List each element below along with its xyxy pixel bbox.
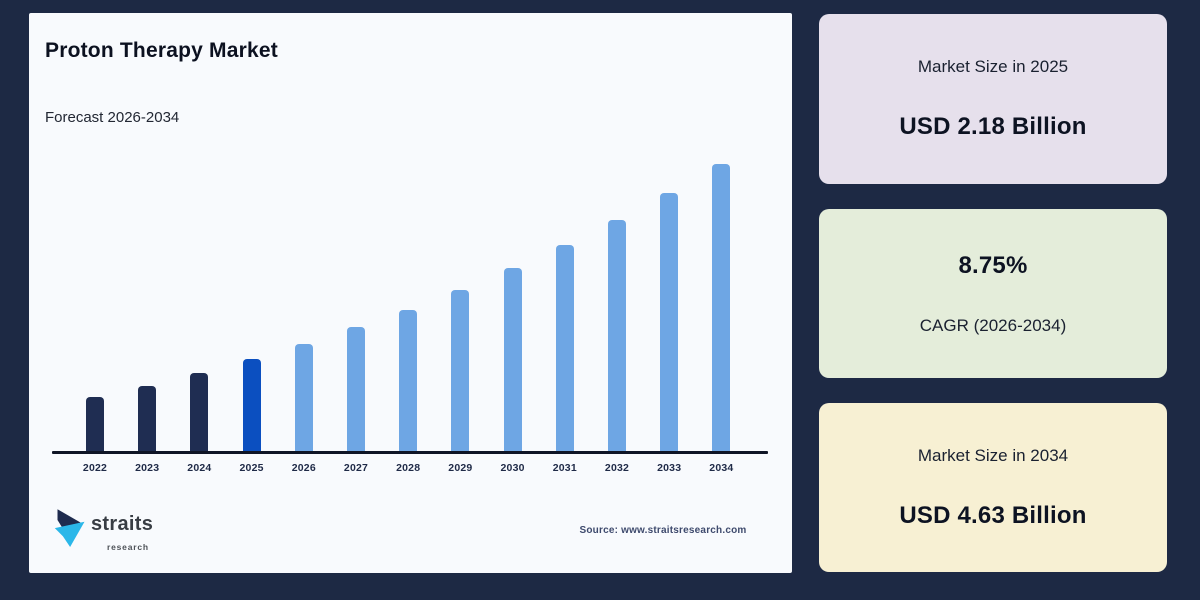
bar-2022 bbox=[86, 397, 104, 453]
x-tick-2024: 2024 bbox=[187, 462, 212, 474]
bar-2034 bbox=[712, 163, 731, 453]
bar-2030 bbox=[503, 268, 522, 453]
chart-title: Proton Therapy Market bbox=[45, 39, 278, 62]
stat-card-cagr-label: CAGR (2026-2034) bbox=[919, 315, 1067, 335]
stat-card-market-size-2025-label: Market Size in 2025 bbox=[917, 57, 1069, 76]
straits-logo-icon bbox=[54, 509, 85, 547]
x-tick-2022: 2022 bbox=[82, 462, 108, 474]
bar-2027 bbox=[347, 327, 365, 453]
chart-subtitle: Forecast 2026-2034 bbox=[45, 109, 180, 126]
x-tick-2023: 2023 bbox=[135, 462, 160, 474]
x-axis-line bbox=[52, 451, 768, 454]
stat-card-cagr: 8.75% CAGR (2026-2034) bbox=[819, 209, 1167, 378]
bar-2028 bbox=[399, 309, 418, 453]
stat-card-market-size-2025-value: USD 2.18 Billion bbox=[899, 113, 1087, 140]
bar-2024 bbox=[190, 373, 209, 453]
straits-research-logo: straits research bbox=[53, 505, 193, 567]
stat-card-market-size-2025: Market Size in 2025 USD 2.18 Billion bbox=[819, 14, 1167, 184]
source-text: Source: www.straitsresearch.com bbox=[579, 525, 747, 536]
bar-2025 bbox=[242, 359, 261, 453]
bar-2023 bbox=[138, 386, 157, 453]
x-tick-2034: 2034 bbox=[709, 462, 734, 474]
stat-card-market-size-2034: Market Size in 2034 USD 4.63 Billion bbox=[819, 403, 1167, 572]
x-tick-2028: 2028 bbox=[396, 462, 421, 474]
bar-2032 bbox=[608, 220, 626, 453]
logo-wordmark: straits bbox=[91, 513, 154, 535]
x-tick-2025: 2025 bbox=[239, 462, 264, 474]
bar-2026 bbox=[294, 343, 313, 453]
bar-2031 bbox=[555, 245, 574, 453]
x-tick-2032: 2032 bbox=[604, 462, 630, 474]
x-tick-2029: 2029 bbox=[448, 462, 473, 474]
x-tick-2030: 2030 bbox=[500, 462, 525, 474]
stat-card-cagr-value: 8.75% bbox=[958, 251, 1028, 279]
plot-area: 2022 2023 2024 2025 2026 2027 2028 2029 2030 2031… bbox=[29, 13, 792, 573]
x-tick-2027: 2027 bbox=[343, 462, 369, 474]
x-tick-2031: 2031 bbox=[552, 462, 577, 474]
x-tick-2026: 2026 bbox=[291, 462, 316, 474]
stat-card-market-size-2034-label: Market Size in 2034 bbox=[917, 445, 1069, 465]
bar-2029 bbox=[451, 289, 470, 453]
logo-wordmark-sub: research bbox=[107, 542, 149, 552]
x-tick-2033: 2033 bbox=[657, 462, 682, 474]
chart-panel: Proton Therapy Market Forecast 2026-2034… bbox=[29, 13, 792, 573]
bar-2033 bbox=[660, 193, 679, 453]
stat-card-market-size-2034-value: USD 4.63 Billion bbox=[899, 501, 1087, 529]
